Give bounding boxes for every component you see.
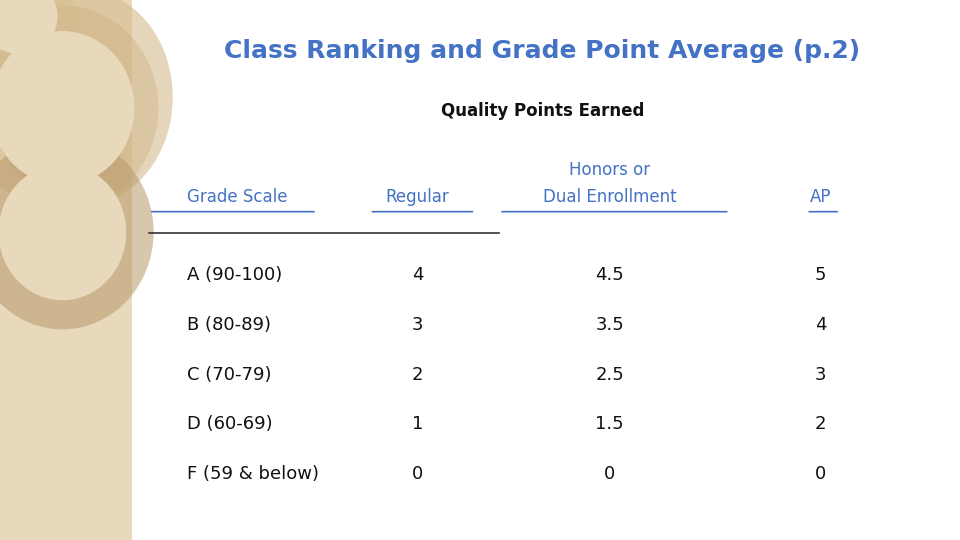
Ellipse shape xyxy=(0,0,173,205)
Text: 4: 4 xyxy=(815,316,827,334)
Ellipse shape xyxy=(0,5,158,211)
Text: B (80-89): B (80-89) xyxy=(187,316,272,334)
Text: Grade Scale: Grade Scale xyxy=(187,188,288,206)
Text: Regular: Regular xyxy=(386,188,449,206)
Text: D (60-69): D (60-69) xyxy=(187,415,273,434)
Text: 3: 3 xyxy=(815,366,827,384)
Text: A (90-100): A (90-100) xyxy=(187,266,282,285)
Ellipse shape xyxy=(0,135,154,329)
Text: 4.5: 4.5 xyxy=(595,266,624,285)
Text: 3: 3 xyxy=(412,316,423,334)
Text: 0: 0 xyxy=(815,465,827,483)
Text: 3.5: 3.5 xyxy=(595,316,624,334)
Text: 2: 2 xyxy=(815,415,827,434)
Text: 1: 1 xyxy=(412,415,423,434)
Text: Dual Enrollment: Dual Enrollment xyxy=(542,188,677,206)
Text: 2: 2 xyxy=(412,366,423,384)
Text: 0: 0 xyxy=(604,465,615,483)
Ellipse shape xyxy=(0,164,127,300)
Text: 5: 5 xyxy=(815,266,827,285)
Text: AP: AP xyxy=(810,188,831,206)
Text: Class Ranking and Grade Point Average (p.2): Class Ranking and Grade Point Average (p… xyxy=(225,39,860,63)
FancyBboxPatch shape xyxy=(0,0,132,540)
Text: 1.5: 1.5 xyxy=(595,415,624,434)
Text: Quality Points Earned: Quality Points Earned xyxy=(441,102,644,120)
Ellipse shape xyxy=(0,31,134,185)
Ellipse shape xyxy=(0,0,77,70)
Text: 4: 4 xyxy=(412,266,423,285)
Text: 2.5: 2.5 xyxy=(595,366,624,384)
Ellipse shape xyxy=(0,0,58,54)
Text: Honors or: Honors or xyxy=(569,161,650,179)
Text: 0: 0 xyxy=(412,465,423,483)
Text: C (70-79): C (70-79) xyxy=(187,366,272,384)
Text: F (59 & below): F (59 & below) xyxy=(187,465,319,483)
